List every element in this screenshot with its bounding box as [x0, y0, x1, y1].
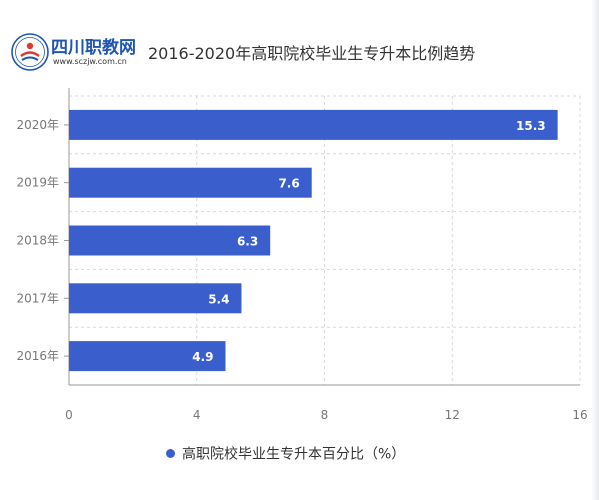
- legend-label: 高职院校毕业生专升本百分比（%）: [182, 446, 406, 463]
- bar-value-label: 15.3: [516, 119, 546, 133]
- chart-legend[interactable]: 高职院校毕业生专升本百分比（%）: [166, 443, 405, 463]
- bar: [69, 109, 558, 140]
- bar-value-label: 5.4: [208, 292, 229, 306]
- bar: [69, 341, 226, 372]
- page-edge-shadow: [591, 0, 599, 500]
- bar-chart: 0 4 8 12 16 2020年 15.3 2019年 7.6 2018年 6.3 2017年 5.4…: [16, 88, 588, 422]
- bar-value-label: 6.3: [237, 235, 258, 249]
- y-tick-label: 2018年: [16, 234, 59, 248]
- bar-value-label: 7.6: [278, 177, 299, 191]
- x-tick-label: 8: [321, 408, 329, 422]
- bar: [69, 167, 312, 198]
- site-url: www.sczjw.com.cn: [53, 57, 127, 66]
- y-tick-label: 2017年: [16, 291, 59, 305]
- chart-title: 2016-2020年高职院校毕业生专升本比例趋势: [148, 44, 476, 63]
- bar: [69, 225, 271, 256]
- x-tick-label: 12: [445, 408, 460, 422]
- site-logo[interactable]: 四川职教网 www.sczjw.com.cn: [10, 32, 136, 72]
- legend-marker: [166, 449, 175, 458]
- y-tick-label: 2019年: [16, 176, 59, 190]
- x-tick-label: 4: [193, 408, 201, 422]
- site-name: 四川职教网: [51, 38, 136, 58]
- x-tick-label: 0: [65, 408, 73, 422]
- chart-header: 四川职教网 www.sczjw.com.cn 2016-2020年高职院校毕业生…: [0, 0, 599, 90]
- bar-value-label: 4.9: [192, 350, 213, 364]
- y-tick-label: 2016年: [16, 349, 59, 363]
- sczjw-emblem-icon: [11, 33, 49, 71]
- bar: [69, 283, 242, 314]
- y-tick-label: 2020年: [16, 118, 59, 132]
- x-tick-label: 16: [572, 408, 587, 422]
